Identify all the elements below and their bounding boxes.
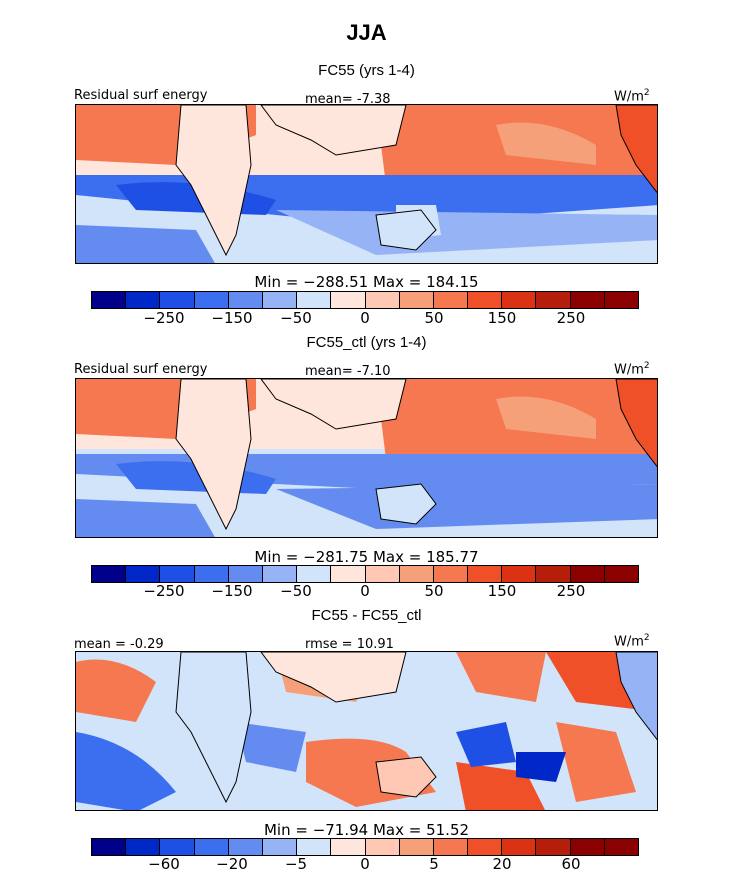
colorbar-swatch — [433, 292, 469, 308]
panel1-tick: 250 — [556, 309, 586, 327]
colorbar-swatch — [331, 566, 366, 582]
colorbar-swatch — [570, 566, 605, 582]
panel2-tick: −150 — [211, 582, 253, 600]
panel3-tick: −20 — [216, 855, 248, 873]
panel1-units: W/m2 — [614, 88, 650, 105]
colorbar-swatch — [126, 839, 161, 855]
colorbar-swatch — [604, 839, 638, 855]
panel3-subtitle: FC55 - FC55_ctl — [311, 607, 422, 624]
panel2-units: W/m2 — [614, 361, 650, 378]
colorbar-swatch — [262, 566, 298, 582]
panel1-minmax: Min = −288.51 Max = 184.15 — [254, 273, 479, 291]
panel2-mean-label: mean= -7.10 — [305, 364, 391, 379]
panel1-tick: 50 — [424, 309, 444, 327]
colorbar-swatch — [365, 566, 400, 582]
colorbar-swatch — [399, 292, 434, 308]
colorbar-swatch — [604, 566, 638, 582]
colorbar-swatch — [399, 566, 434, 582]
colorbar-swatch — [160, 839, 195, 855]
panel3-tick: −60 — [148, 855, 180, 873]
panel3-mean-label: mean = -0.29 — [74, 637, 164, 652]
panel2-subtitle: FC55_ctl (yrs 1-4) — [306, 334, 427, 351]
panel3-minmax: Min = −71.94 Max = 51.52 — [263, 821, 470, 839]
colorbar-swatch — [502, 292, 537, 308]
colorbar-swatch — [297, 839, 332, 855]
colorbar-swatch — [468, 292, 503, 308]
panel1-tick: −250 — [143, 309, 185, 327]
colorbar-swatch — [297, 292, 332, 308]
colorbar-swatch — [433, 566, 469, 582]
panel1-map — [75, 104, 658, 264]
colorbar-swatch — [536, 839, 571, 855]
colorbar-swatch — [502, 566, 537, 582]
panel2-tick: −50 — [280, 582, 312, 600]
colorbar-swatch — [502, 839, 537, 855]
colorbar-swatch — [194, 839, 229, 855]
colorbar-swatch — [331, 839, 366, 855]
colorbar-swatch — [262, 839, 298, 855]
colorbar-swatch — [194, 292, 229, 308]
panel2-tick: 0 — [360, 582, 370, 600]
colorbar-swatch — [570, 839, 605, 855]
panel3-tick: 60 — [561, 855, 581, 873]
panel2-tick: 150 — [487, 582, 517, 600]
colorbar-swatch — [604, 292, 638, 308]
panel2-tick: 250 — [556, 582, 586, 600]
panel1-colorbar — [91, 291, 639, 309]
panel2-colorbar — [91, 565, 639, 583]
panel3-tick: 0 — [360, 855, 370, 873]
colorbar-swatch — [570, 292, 605, 308]
colorbar-swatch — [92, 839, 127, 855]
panel2-tick: 50 — [424, 582, 444, 600]
panel3-tick: −5 — [284, 855, 308, 873]
panel2-minmax: Min = −281.75 Max = 185.77 — [254, 548, 479, 566]
colorbar-swatch — [399, 839, 434, 855]
colorbar-swatch — [126, 292, 161, 308]
panel3-tick: 5 — [429, 855, 439, 873]
colorbar-swatch — [365, 292, 400, 308]
colorbar-swatch — [297, 566, 332, 582]
panel1-mean-label: mean= -7.38 — [305, 92, 391, 107]
colorbar-swatch — [228, 566, 263, 582]
colorbar-swatch — [365, 839, 400, 855]
panel2-map — [75, 378, 658, 538]
panel1-subtitle: FC55 (yrs 1-4) — [318, 62, 415, 79]
panel1-field-label: Residual surf energy — [74, 88, 208, 103]
colorbar-swatch — [468, 566, 503, 582]
colorbar-swatch — [433, 839, 469, 855]
panel2-tick: −250 — [143, 582, 185, 600]
panel2-field-label: Residual surf energy — [74, 362, 208, 377]
figure-title: JJA — [346, 20, 387, 45]
colorbar-swatch — [536, 292, 571, 308]
panel1-tick: −50 — [280, 309, 312, 327]
colorbar-swatch — [92, 566, 127, 582]
panel1-tick: 0 — [360, 309, 370, 327]
colorbar-swatch — [331, 292, 366, 308]
colorbar-swatch — [468, 839, 503, 855]
colorbar-swatch — [126, 566, 161, 582]
panel1-tick: 150 — [487, 309, 517, 327]
panel1-tick: −150 — [211, 309, 253, 327]
panel3-map — [75, 651, 658, 811]
colorbar-swatch — [262, 292, 298, 308]
panel3-rmse-label: rmse = 10.91 — [305, 637, 394, 652]
panel3-tick: 20 — [492, 855, 512, 873]
colorbar-swatch — [228, 292, 263, 308]
colorbar-swatch — [160, 566, 195, 582]
colorbar-swatch — [160, 292, 195, 308]
colorbar-swatch — [536, 566, 571, 582]
colorbar-swatch — [194, 566, 229, 582]
colorbar-swatch — [228, 839, 263, 855]
panel3-units: W/m2 — [614, 633, 650, 650]
colorbar-swatch — [92, 292, 127, 308]
panel3-colorbar — [91, 838, 639, 856]
